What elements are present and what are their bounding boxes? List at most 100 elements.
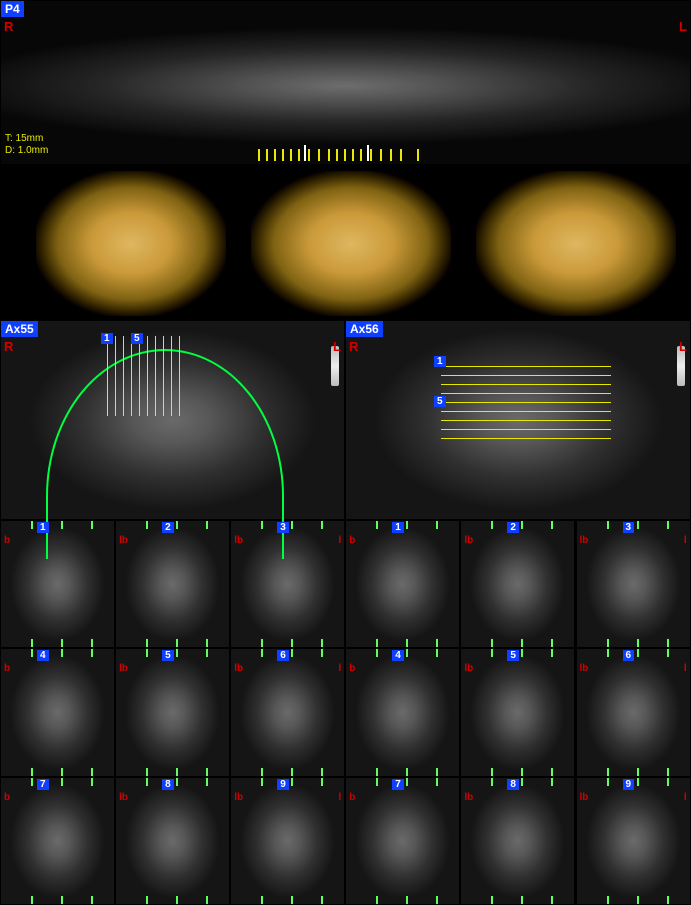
cell-tick [667, 778, 669, 786]
cell-side-marker-r: l [339, 792, 342, 803]
cell-tick [61, 768, 63, 776]
cell-tick [31, 649, 33, 657]
render-row [0, 165, 691, 320]
cell-tick [376, 896, 378, 904]
panoramic-image [1, 1, 690, 164]
ruler-tick [400, 149, 402, 161]
cell-tick [146, 521, 148, 529]
cell-tick [206, 896, 208, 904]
cross-section-image [231, 649, 344, 775]
cross-section-cell[interactable]: 9lbl [576, 777, 691, 905]
cell-number: 2 [162, 522, 174, 533]
axial-right-slice-5: 5 [434, 396, 446, 407]
cell-number: 6 [277, 650, 289, 661]
cell-tick [146, 639, 148, 647]
cell-number: 5 [162, 650, 174, 661]
axial-left-slice-5: 5 [131, 333, 143, 344]
cross-section-image [577, 521, 690, 647]
render-3d-1[interactable] [36, 171, 226, 316]
cell-tick [291, 521, 293, 529]
cell-tick [607, 768, 609, 776]
cell-side-marker: lb [119, 535, 128, 546]
cell-tick [436, 778, 438, 786]
cross-section-cell[interactable]: 6lbl [576, 648, 691, 776]
cell-side-marker: lb [234, 535, 243, 546]
cross-section-cell[interactable]: 8lb [115, 777, 230, 905]
cell-tick [551, 768, 553, 776]
cross-section-cell[interactable]: 9 lb l [230, 777, 345, 905]
cell-number: 9 [277, 779, 289, 790]
cell-side-marker: lb [234, 792, 243, 803]
slice-line [107, 336, 108, 416]
cell-tick [61, 639, 63, 647]
cross-section-cell[interactable]: 3lbl [576, 520, 691, 648]
cell-side-marker-r: l [339, 663, 342, 674]
axial-left-slice-1: 1 [101, 333, 113, 344]
cross-section-image [116, 778, 229, 904]
cell-tick [607, 649, 609, 657]
axial-view-right[interactable]: Ax56 R L 1 5 [345, 320, 691, 520]
cell-tick [31, 896, 33, 904]
cross-section-cell[interactable]: 5lb [460, 648, 575, 776]
cell-tick [261, 639, 263, 647]
cell-tick [176, 768, 178, 776]
axial-view-left[interactable]: Ax55 R L 1 5 [0, 320, 345, 520]
cell-tick [551, 521, 553, 529]
cell-tick [31, 768, 33, 776]
cell-tick [176, 649, 178, 657]
cell-tick [146, 768, 148, 776]
panoramic-view[interactable]: P4 R L T: 15mm D: 1.0mm [0, 0, 691, 165]
cell-tick [607, 521, 609, 529]
ruler-tick [360, 149, 362, 161]
cell-tick [91, 649, 93, 657]
cross-section-cell[interactable]: 4b [0, 648, 115, 776]
cell-number: 5 [507, 650, 519, 661]
cell-number: 1 [37, 522, 49, 533]
cross-section-cell[interactable]: 7b [345, 777, 460, 905]
cell-tick [667, 896, 669, 904]
cross-section-cell[interactable]: 2lb [460, 520, 575, 648]
cell-number: 8 [507, 779, 519, 790]
cell-tick [261, 521, 263, 529]
cell-tick [321, 778, 323, 786]
cross-section-grid: 1b2lb3lbl1b2lb3lbl4b5lb6lbl4b5lb6lbl7b8l… [0, 520, 691, 905]
cell-tick [491, 639, 493, 647]
cross-section-cell[interactable]: 1b [345, 520, 460, 648]
cell-tick [31, 521, 33, 529]
cell-tick [206, 778, 208, 786]
cell-tick [146, 896, 148, 904]
cell-tick [406, 521, 408, 529]
cell-tick [551, 649, 553, 657]
cell-tick [406, 778, 408, 786]
cell-tick [321, 649, 323, 657]
cross-section-image [1, 649, 114, 775]
cell-tick [61, 649, 63, 657]
cell-tick [667, 649, 669, 657]
slice-line [155, 336, 156, 416]
cross-section-cell[interactable]: 5lb [115, 648, 230, 776]
cross-section-cell[interactable]: 8lb [460, 777, 575, 905]
cross-section-cell[interactable]: 7b [0, 777, 115, 905]
cell-side-marker-r: l [339, 535, 342, 546]
cell-tick [61, 896, 63, 904]
cross-section-cell[interactable]: 6lbl [230, 648, 345, 776]
cell-tick [206, 649, 208, 657]
cell-tick [91, 896, 93, 904]
cell-tick [436, 649, 438, 657]
axial-right-side-l: L [679, 339, 687, 354]
render-3d-3[interactable] [476, 171, 676, 316]
cell-side-marker: b [4, 535, 10, 546]
cell-tick [261, 778, 263, 786]
cross-section-cell[interactable]: 4b [345, 648, 460, 776]
render-3d-2[interactable] [251, 171, 451, 316]
cell-tick [637, 639, 639, 647]
cell-tick [376, 768, 378, 776]
thickness-readout: T: 15mm [5, 133, 43, 144]
cell-tick [637, 768, 639, 776]
cell-number: 7 [392, 779, 404, 790]
cell-tick [521, 768, 523, 776]
cell-number: 3 [623, 522, 635, 533]
cell-number: 4 [392, 650, 404, 661]
cell-number: 3 [277, 522, 289, 533]
cell-number: 9 [623, 779, 635, 790]
